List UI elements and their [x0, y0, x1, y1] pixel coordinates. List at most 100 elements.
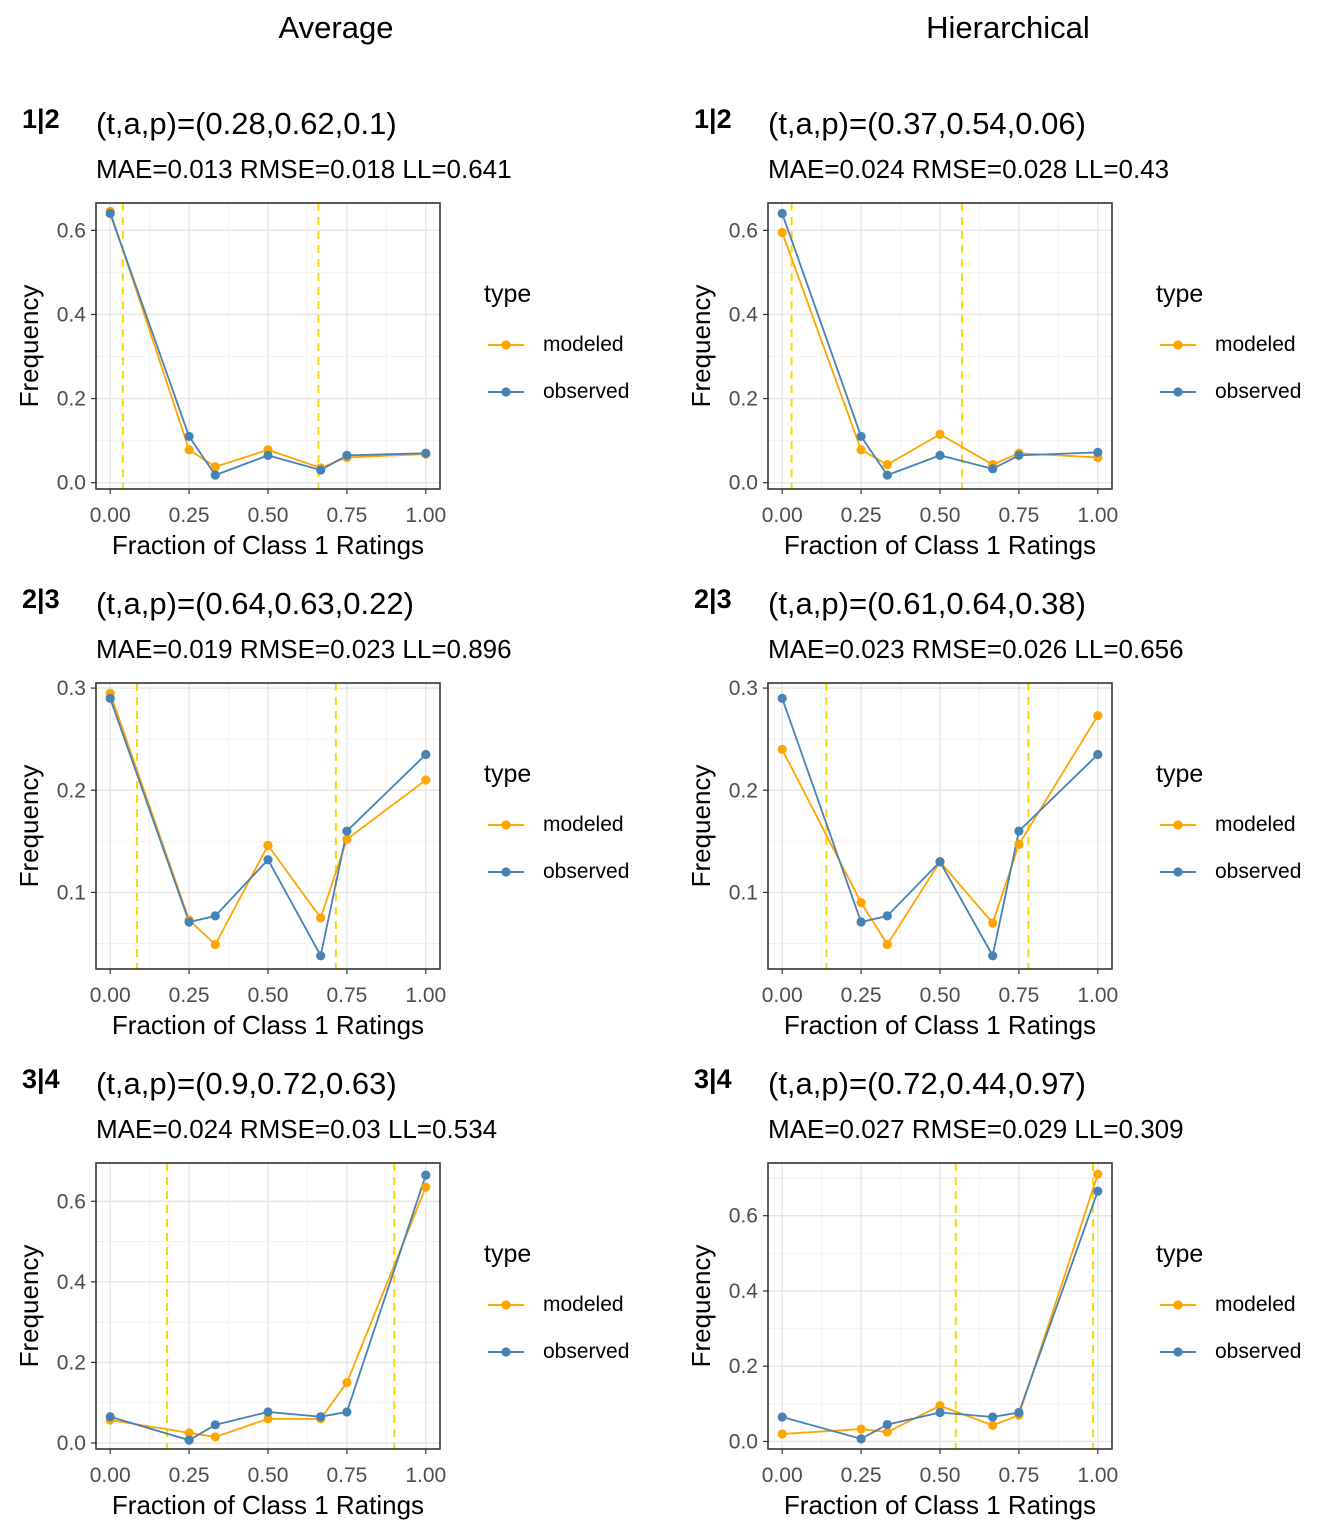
x-tick-label: 0.75 [326, 504, 367, 527]
x-axis-title: Fraction of Class 1 Ratings [784, 1490, 1096, 1520]
y-tick-label: 0.3 [57, 677, 86, 700]
y-tick-label: 0.0 [57, 1432, 86, 1455]
panel-tag: 2|3 [694, 584, 732, 614]
y-tick-label: 0.2 [729, 1355, 758, 1378]
column-title-hierarchical: Hierarchical [926, 10, 1090, 45]
x-axis-title: Fraction of Class 1 Ratings [112, 1490, 424, 1520]
data-point-observed [421, 749, 431, 760]
data-point-observed [935, 857, 945, 867]
y-tick-label: 0.0 [729, 472, 758, 495]
y-tick-label: 0.6 [729, 1205, 758, 1228]
y-tick-label: 0.0 [729, 1430, 758, 1453]
data-point-observed [856, 431, 866, 442]
legend-key-dot [501, 1300, 511, 1310]
y-tick-label: 0.0 [57, 472, 86, 495]
data-point-observed [856, 917, 866, 927]
data-point-observed [421, 448, 431, 458]
legend-title: type [1156, 280, 1204, 308]
legend-key-dot [1173, 867, 1183, 877]
x-tick-label: 0.25 [841, 504, 882, 527]
legend-label: observed [543, 380, 630, 403]
y-axis-title: Frequency [686, 1245, 716, 1368]
legend-key-dot [501, 867, 511, 877]
data-point-modeled [856, 898, 866, 908]
legend-key-dot [501, 1347, 511, 1357]
data-point-modeled [210, 1432, 220, 1442]
x-tick-label: 1.00 [1077, 504, 1118, 527]
panel-tag: 1|2 [22, 104, 60, 134]
legend-key-icon [488, 1300, 524, 1310]
y-axis-title: Frequency [686, 285, 716, 408]
data-point-observed [210, 1420, 220, 1430]
x-tick-label: 1.00 [405, 504, 446, 527]
legend-key-icon [1160, 387, 1196, 397]
panel-subtitle: (t,a,p)=(0.64,0.63,0.22) [96, 586, 414, 621]
x-tick-label: 0.25 [169, 1464, 210, 1487]
line-chart: 0.00 0.25 0.50 0.75 1.00 0.0 0.2 0.4 0.6 Fraction… [686, 1162, 1118, 1520]
data-point-observed [263, 855, 273, 865]
legend-label: observed [1215, 380, 1302, 403]
plot-border [95, 682, 441, 970]
data-point-observed [316, 951, 326, 961]
plot-border [767, 202, 1113, 490]
y-tick-label: 0.1 [57, 881, 86, 904]
plot-border [767, 1162, 1113, 1450]
data-point-observed [777, 208, 787, 219]
legend-key-icon [488, 1347, 524, 1357]
panel-tag: 2|3 [22, 584, 60, 614]
panel-subtitle: (t,a,p)=(0.72,0.44,0.97) [768, 1066, 1086, 1101]
panel-tag: 3|4 [22, 1064, 60, 1094]
legend-key-dot [1173, 1300, 1183, 1310]
legend-title: type [1156, 760, 1204, 788]
chart-panel: 1|2 (t,a,p)=(0.28,0.62,0.1) MAE=0.013 RMSE… [0, 0, 672, 560]
panel-subtitle: (t,a,p)=(0.61,0.64,0.38) [768, 586, 1086, 621]
legend-key-icon [1160, 820, 1196, 830]
chart-panel: 2|3 (t,a,p)=(0.64,0.63,0.22) MAE=0.019 RMS… [0, 480, 672, 1040]
data-point-modeled [935, 1401, 945, 1411]
legend-key-icon [488, 867, 524, 877]
panel-subtitle: (t,a,p)=(0.37,0.54,0.06) [768, 106, 1086, 141]
panel-metrics: MAE=0.027 RMSE=0.029 LL=0.309 [768, 1114, 1184, 1144]
y-tick-label: 0.6 [729, 219, 758, 242]
legend-label: observed [543, 860, 630, 883]
x-tick-label: 0.00 [762, 504, 803, 527]
data-point-modeled [935, 429, 945, 439]
data-point-modeled [184, 445, 194, 455]
y-tick-label: 0.2 [57, 779, 86, 802]
x-axis-title: Fraction of Class 1 Ratings [112, 1010, 424, 1040]
y-axis-title: Frequency [686, 765, 716, 888]
x-tick-label: 0.50 [920, 1464, 961, 1487]
x-tick-label: 0.50 [248, 984, 289, 1007]
y-tick-label: 0.1 [729, 881, 758, 904]
legend-label: modeled [543, 333, 624, 356]
chart-panel: 1|2 (t,a,p)=(0.37,0.54,0.06) MAE=0.024 RMS… [672, 0, 1344, 560]
x-tick-label: 1.00 [1077, 1464, 1118, 1487]
data-point-observed [1093, 749, 1103, 760]
y-tick-label: 0.6 [57, 1190, 86, 1213]
x-tick-label: 1.00 [1077, 984, 1118, 1007]
data-point-modeled [988, 918, 998, 928]
data-point-observed [210, 470, 220, 480]
x-axis-title: Fraction of Class 1 Ratings [784, 1010, 1096, 1040]
legend-title: type [1156, 1240, 1204, 1268]
x-tick-label: 0.25 [169, 984, 210, 1007]
x-tick-label: 0.00 [90, 984, 131, 1007]
data-point-observed [342, 1407, 352, 1417]
data-point-observed [263, 450, 273, 460]
legend-label: modeled [543, 1293, 624, 1316]
y-tick-label: 0.3 [729, 677, 758, 700]
data-point-modeled [1093, 1169, 1103, 1179]
x-tick-label: 0.75 [998, 1464, 1039, 1487]
data-point-modeled [342, 834, 352, 844]
y-axis-title: Frequency [14, 285, 44, 408]
panel-metrics: MAE=0.013 RMSE=0.018 LL=0.641 [96, 154, 512, 184]
line-chart: 0.00 0.25 0.50 0.75 1.00 0.1 0.2 0.3 Fraction of… [14, 677, 446, 1040]
data-point-observed [1093, 1186, 1103, 1196]
data-point-observed [210, 911, 220, 921]
panel-metrics: MAE=0.024 RMSE=0.028 LL=0.43 [768, 154, 1170, 184]
x-tick-label: 0.75 [326, 984, 367, 1007]
data-point-modeled [263, 840, 273, 851]
data-point-observed [988, 464, 998, 474]
x-tick-label: 0.00 [762, 1464, 803, 1487]
y-axis-title: Frequency [14, 765, 44, 888]
